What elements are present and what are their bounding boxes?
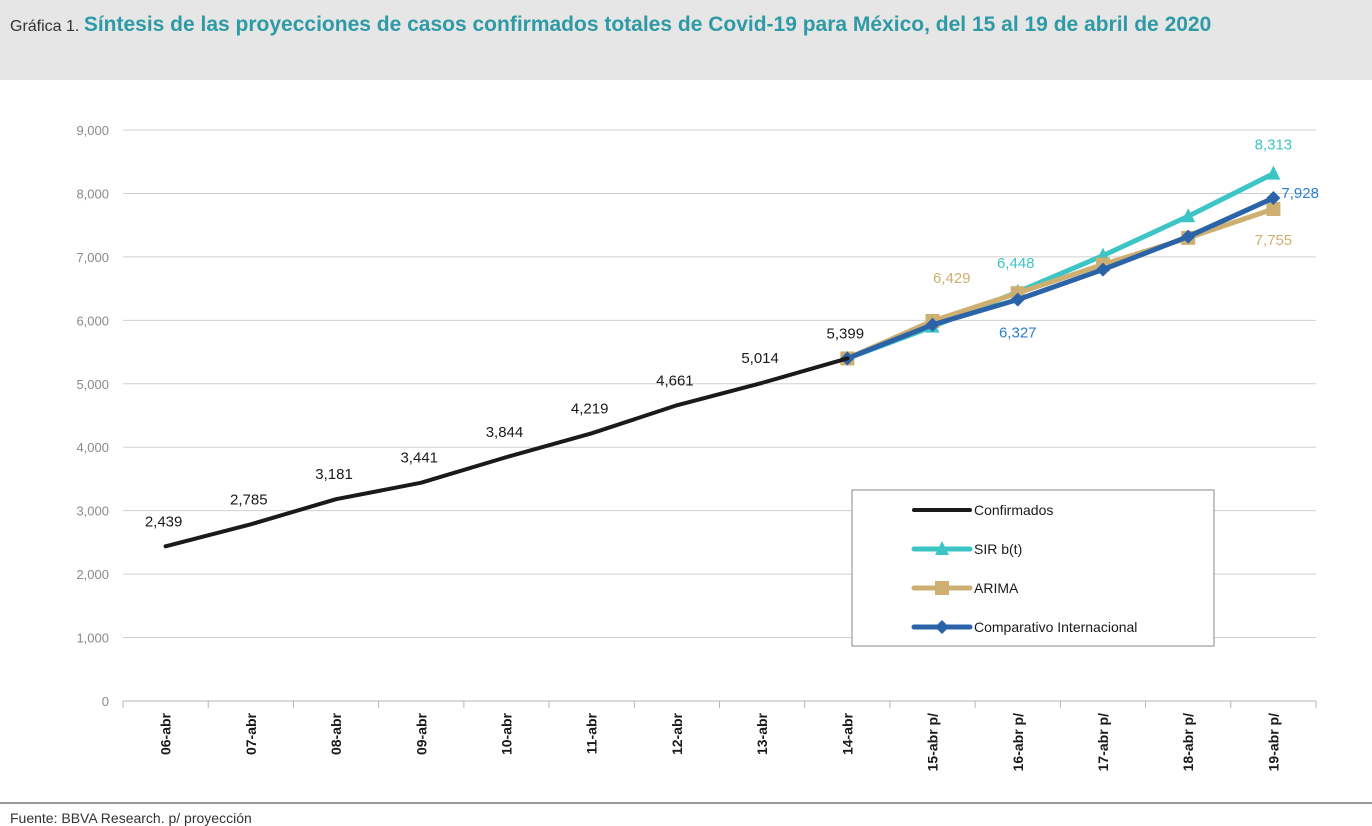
x-tick-label: 15-abr p/: [925, 713, 941, 771]
x-tick-label: 16-abr p/: [1010, 713, 1026, 771]
data-label: 6,429: [933, 270, 971, 287]
data-point: [1181, 208, 1196, 223]
data-point: [1266, 191, 1281, 206]
legend-label: Comparativo Internacional: [974, 619, 1137, 635]
y-tick-label: 2,000: [76, 567, 109, 582]
data-label: 3,844: [486, 424, 524, 441]
x-tick-label: 09-abr: [413, 712, 429, 755]
legend-marker: [935, 620, 949, 634]
series-line: [844, 195, 1276, 361]
data-label: 7,755: [1255, 232, 1293, 249]
series-line: [163, 356, 850, 549]
chart-title: Síntesis de las proyecciones de casos co…: [83, 13, 1212, 36]
y-tick-label: 8,000: [76, 186, 109, 201]
data-label: 5,399: [827, 325, 865, 342]
data-label: 6,327: [999, 325, 1037, 342]
x-tick-label: 07-abr: [243, 712, 259, 755]
chart-area: 0 1,000 2,000 3,000 4,000 5,000 6,000 7,000 8,00…: [76, 123, 1319, 771]
data-label: 4,219: [571, 400, 609, 417]
x-tick-label: 11-abr: [584, 712, 600, 754]
series-line: [844, 206, 1276, 361]
y-tick-label: 1,000: [76, 631, 109, 646]
data-label: 4,661: [656, 372, 694, 389]
y-tick-label: 9,000: [76, 123, 109, 138]
data-label: 7,928: [1281, 185, 1319, 202]
legend: Confirmados SIR b(t) ARIMA Comparativo Inte…: [851, 489, 1215, 647]
data-point: [1266, 165, 1281, 180]
x-tick-label: 17-abr p/: [1095, 713, 1111, 771]
y-tick-label: 4,000: [76, 440, 109, 455]
x-tick-label: 19-abr p/: [1265, 713, 1281, 771]
series-comparativo-internacional: [840, 191, 1281, 366]
legend-marker: [935, 581, 949, 595]
x-tick-label: 12-abr: [669, 712, 685, 755]
data-label: 5,014: [741, 350, 779, 367]
footer-divider: [0, 802, 1372, 804]
data-point: [1181, 229, 1196, 244]
source-note: Fuente: BBVA Research. p/ proyección: [10, 810, 252, 826]
data-point: [925, 317, 940, 332]
legend-marker: [935, 541, 949, 555]
legend-box: [851, 489, 1215, 647]
legend-label: Confirmados: [974, 502, 1053, 518]
caption-bar: Gráfica 1. Síntesis de las proyecciones …: [0, 0, 1372, 80]
data-label: 2,439: [145, 513, 183, 530]
x-tick-label: 08-abr: [328, 712, 344, 755]
data-label: 6,448: [997, 255, 1035, 272]
x-tick-label: 18-abr p/: [1180, 713, 1196, 771]
series-confirmados: [163, 356, 850, 549]
y-tick-label: 7,000: [76, 250, 109, 265]
x-tick-label: 14-abr: [839, 712, 855, 755]
caption-prefix: Gráfica 1.: [10, 18, 80, 35]
y-tick-label: 5,000: [76, 377, 109, 392]
data-label: 3,181: [315, 466, 353, 483]
data-label: 2,785: [230, 491, 268, 508]
y-tick-label: 0: [102, 694, 109, 709]
data-label: 3,441: [400, 450, 438, 467]
y-tick-label: 3,000: [76, 504, 109, 519]
data-point: [1095, 262, 1110, 277]
x-tick-label: 13-abr: [754, 712, 770, 755]
legend-label: ARIMA: [974, 580, 1019, 596]
data-point: [1266, 201, 1281, 216]
chart-caption: Gráfica 1. Síntesis de las proyecciones …: [10, 12, 1360, 39]
legend-label: SIR b(t): [974, 541, 1022, 557]
data-point: [1010, 292, 1025, 307]
x-tick-label: 10-abr: [498, 712, 514, 755]
y-tick-label: 6,000: [76, 313, 109, 328]
data-label: 8,313: [1255, 137, 1293, 154]
x-tick-label: 06-abr: [158, 712, 174, 755]
